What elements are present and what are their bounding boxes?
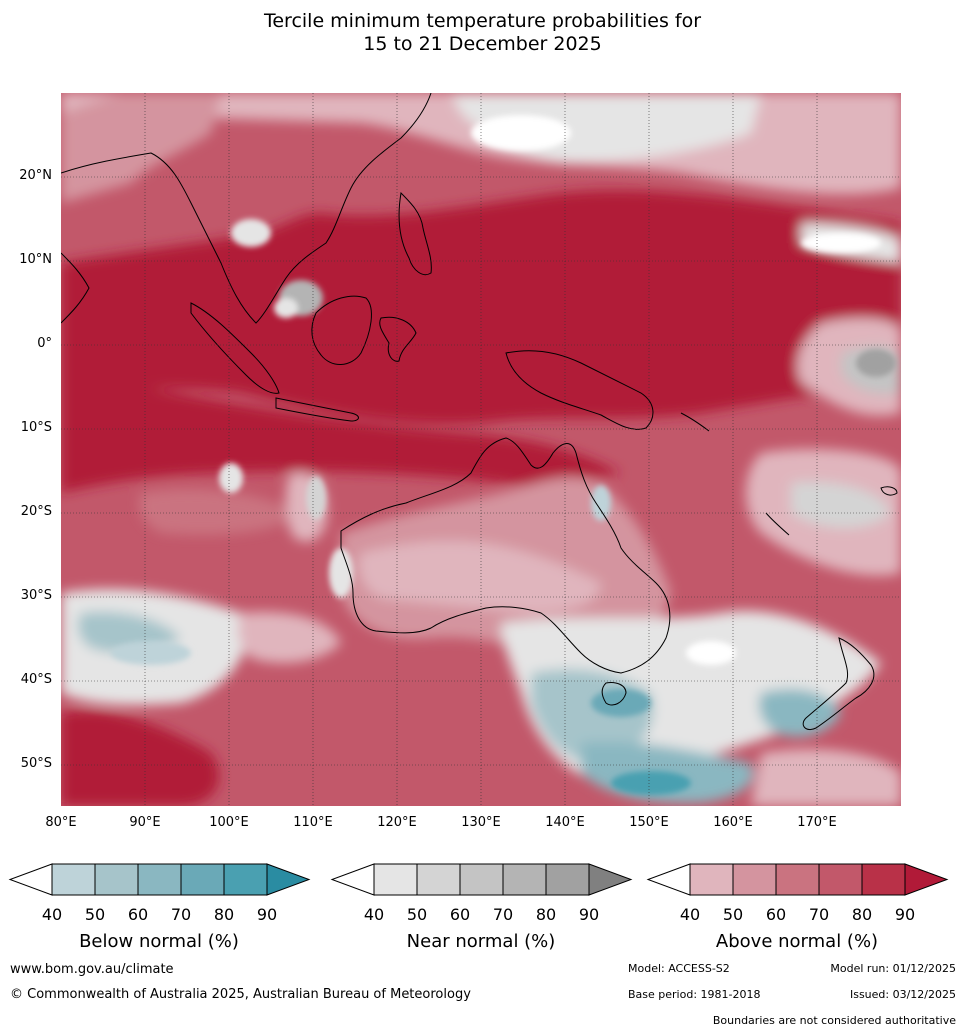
model-run: Model run: 01/12/2025 [830, 962, 956, 975]
legend-title-near-normal: Near normal (%) [406, 931, 556, 952]
java-coastline [275, 397, 359, 422]
gridlines [61, 93, 901, 806]
colorbar-tick-label: 90 [256, 905, 278, 924]
lat-label-40s: 40°S [20, 672, 52, 687]
issued-date: Issued: 03/12/2025 [849, 988, 956, 1001]
colorbar-segment [8, 863, 53, 896]
asia-mainland-coastline [61, 93, 432, 324]
colorbar-segment [818, 863, 863, 896]
philippines-coastline [398, 191, 432, 276]
colorbar-segment [223, 863, 268, 896]
colorbar-segment [732, 863, 777, 896]
lon-label-140e: 140°E [545, 815, 585, 830]
colorbar-segment [94, 863, 139, 896]
colorbar-segment [330, 863, 375, 896]
colorbar-tick-label: 50 [406, 905, 428, 924]
legend-title-below-normal: Below normal (%) [79, 931, 239, 952]
colorbar-tick-label: 70 [808, 905, 830, 924]
colorbar-segment [775, 863, 820, 896]
base-period: Base period: 1981-2018 [628, 988, 761, 1001]
colorbar-tick-label: 60 [765, 905, 787, 924]
vanuatu-coastline [765, 512, 790, 536]
colorbar-segment [502, 863, 547, 896]
lon-label-150e: 150°E [629, 815, 669, 830]
lon-label-170e: 170°E [797, 815, 837, 830]
colorbar-tick-label: 40 [679, 905, 701, 924]
lat-label-20n: 20°N [19, 168, 52, 183]
lon-label-110e: 110°E [293, 815, 333, 830]
colorbar-near-normal [330, 863, 633, 896]
lon-label-120e: 120°E [377, 815, 417, 830]
colorbar-tick-label: 90 [894, 905, 916, 924]
colorbar-tick-label: 40 [363, 905, 385, 924]
colorbar-segment [180, 863, 225, 896]
lon-label-160e: 160°E [713, 815, 753, 830]
lon-label-80e: 80°E [45, 815, 77, 830]
colorbar-tick-label: 80 [851, 905, 873, 924]
fiji-coastline [880, 486, 898, 496]
colorbar-tick-label: 70 [170, 905, 192, 924]
coastlines [61, 93, 898, 731]
colorbar-segment [416, 863, 461, 896]
australia-coastline [340, 437, 671, 674]
colorbar-segment [459, 863, 504, 896]
colorbar-above-normal [646, 863, 949, 896]
colorbar-tick-label: 60 [127, 905, 149, 924]
title-line-1: Tercile minimum temperature probabilitie… [263, 10, 702, 32]
colorbar-tick-label: 40 [41, 905, 63, 924]
india-coastline [61, 252, 90, 324]
probability-speckles [111, 115, 896, 795]
colorbar-tick-label: 60 [449, 905, 471, 924]
colorbar-segment [689, 863, 734, 896]
lat-label-50s: 50°S [20, 756, 52, 771]
legend-title-above-normal: Above normal (%) [715, 931, 879, 952]
boundary-disclaimer: Boundaries are not considered authoritat… [712, 1014, 956, 1027]
solomon-coastline [680, 412, 710, 432]
colorbar-tick-label: 80 [535, 905, 557, 924]
new-guinea-coastline [505, 350, 654, 430]
colorbar-below-normal [8, 863, 311, 896]
model-name: Model: ACCESS-S2 [628, 962, 730, 975]
borneo-coastline [311, 295, 372, 365]
lat-label-10s: 10°S [20, 420, 52, 435]
sumatra-coastline [190, 302, 280, 394]
colorbar-tick-label: 50 [722, 905, 744, 924]
colorbar-tick-label: 70 [492, 905, 514, 924]
colorbar-segment [51, 863, 96, 896]
colorbar-segment [137, 863, 182, 896]
lat-label-10n: 10°N [19, 252, 52, 267]
colorbar-segment [861, 863, 906, 896]
map-svg [61, 93, 901, 806]
colorbar-segment [373, 863, 418, 896]
colorbar-segment [266, 863, 311, 896]
probability-map [61, 93, 901, 806]
website-link[interactable]: www.bom.gov.au/climate [10, 962, 174, 977]
lon-label-130e: 130°E [461, 815, 501, 830]
lon-label-100e: 100°E [209, 815, 249, 830]
new-zealand-coastline [802, 637, 875, 731]
copyright: © Commonwealth of Australia 2025, Austra… [10, 987, 471, 1002]
colorbar-segment [904, 863, 949, 896]
colorbar-segment [588, 863, 633, 896]
colorbar-legends [8, 863, 949, 896]
tasmania-coastline [601, 682, 627, 706]
lon-label-90e: 90°E [129, 815, 161, 830]
colorbar-tick-label: 80 [213, 905, 235, 924]
colorbar-segment [545, 863, 590, 896]
colorbar-tick-label: 50 [84, 905, 106, 924]
chart-title: Tercile minimum temperature probabilitie… [0, 10, 965, 56]
title-line-2: 15 to 21 December 2025 [363, 33, 602, 55]
sulawesi-coastline [379, 316, 417, 362]
lat-label-20s: 20°S [20, 504, 52, 519]
colorbar-segment [646, 863, 691, 896]
lat-label-30s: 30°S [20, 588, 52, 603]
colorbar-tick-label: 90 [578, 905, 600, 924]
lat-label-0: 0° [37, 336, 52, 351]
